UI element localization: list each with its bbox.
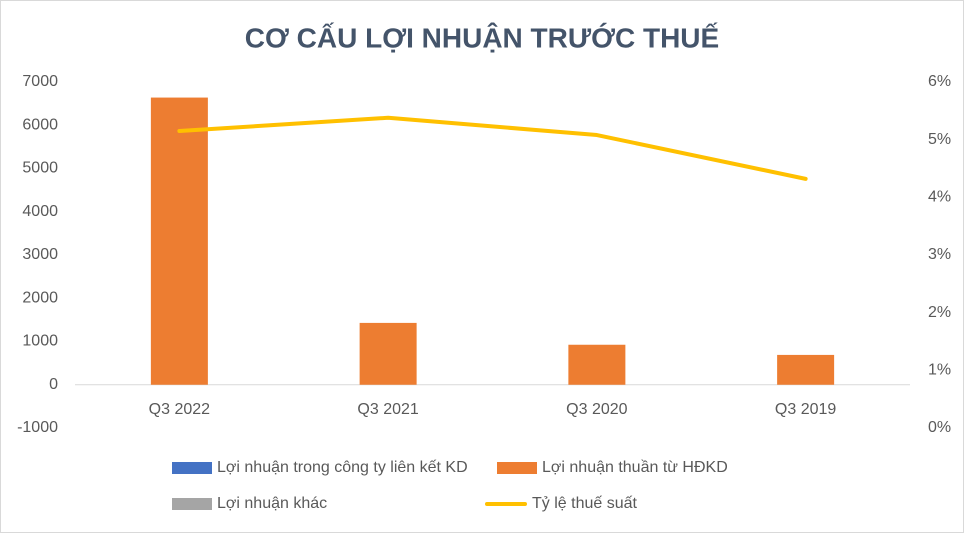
legend-label: Lợi nhuận trong công ty liên kết KD: [217, 459, 468, 476]
y2-tick-label: 6%: [928, 73, 951, 90]
y2-tick-label: 1%: [928, 362, 951, 379]
y2-tick-label: 3%: [928, 246, 951, 263]
y2-tick-label: 5%: [928, 131, 951, 148]
y-tick-label: 5000: [22, 160, 58, 177]
legend-swatch: [172, 498, 212, 510]
x-tick-label: Q3 2019: [775, 401, 836, 418]
bar: [150, 97, 208, 385]
chart-title: CƠ CẤU LỢI NHUẬN TRƯỚC THUẾ: [245, 22, 719, 53]
y-tick-label: 4000: [22, 203, 58, 220]
y2-tick-label: 4%: [928, 189, 951, 206]
y-tick-label: 0: [49, 376, 58, 393]
legend-label: Lợi nhuận khác: [217, 495, 327, 512]
x-tick-label: Q3 2021: [357, 401, 418, 418]
y-tick-label: 7000: [22, 73, 58, 90]
line-series: [177, 115, 808, 181]
y2-tick-label: 2%: [928, 304, 951, 321]
bar: [568, 344, 626, 385]
x-tick-label: Q3 2022: [149, 401, 210, 418]
legend-label: Tỷ lệ thuế suất: [532, 495, 638, 512]
y-tick-label: 3000: [22, 246, 58, 263]
y2-tick-label: 0%: [928, 419, 951, 436]
legend-swatch: [172, 462, 212, 474]
y-tick-label: 6000: [22, 116, 58, 133]
legend-label: Lợi nhuận thuần từ HĐKD: [542, 459, 728, 476]
y-tick-label: -1000: [17, 419, 58, 436]
y-tick-label: 1000: [22, 333, 58, 350]
y-tick-label: 2000: [22, 289, 58, 306]
x-tick-label: Q3 2020: [566, 401, 627, 418]
bar: [777, 354, 835, 385]
legend-swatch: [497, 462, 537, 474]
bar: [359, 322, 417, 385]
